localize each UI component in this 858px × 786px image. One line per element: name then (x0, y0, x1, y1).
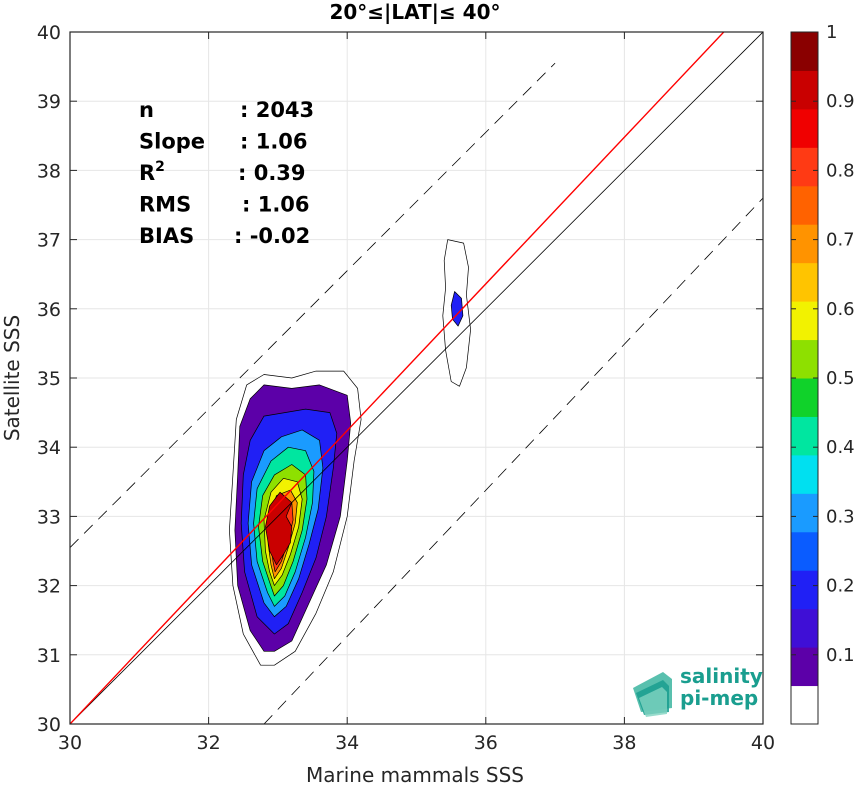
dashed_upper-line (70, 62, 556, 548)
colorbar-tick-label-3: 0.4 (826, 437, 855, 458)
y-axis-label: Satellite SSS (0, 315, 24, 441)
y-tick-label-8: 38 (37, 160, 61, 182)
y-tick-label-1: 31 (37, 645, 61, 667)
reference-lines (70, 32, 763, 724)
colorbar-segment-13 (791, 185, 818, 225)
colorbar-tick-label-7: 0.8 (826, 160, 855, 181)
colorbar-tick-label-8: 0.9 (826, 91, 855, 112)
dashed_lower-line (263, 197, 763, 724)
colorbar-segment-0 (791, 685, 818, 725)
stat-value-4: : -0.02 (234, 224, 310, 248)
colorbar-tick-label-9: 1 (826, 22, 837, 43)
stats-box: n : 2043 Slope : 1.06 R2 : 0.39 RMS : 1.06 BIAS:… (139, 98, 314, 248)
y-tick-label-9: 39 (37, 91, 61, 113)
colorbar-segment-5 (791, 493, 818, 533)
y-tick-label-7: 37 (37, 230, 61, 252)
x-tick-label-3: 36 (474, 732, 498, 754)
y-tick-label-5: 35 (37, 368, 61, 390)
colorbar-segment-9 (791, 339, 818, 379)
colorbar-segment-1 (791, 647, 818, 687)
y-tick-label-10: 40 (37, 22, 61, 44)
x-tick-label-1: 32 (197, 732, 221, 754)
stat-value-2: : 0.39 (238, 161, 306, 185)
colorbar-segment-7 (791, 416, 818, 456)
stat-label-2: R2 (139, 159, 165, 185)
stat-value-1: : 1.06 (240, 130, 308, 154)
colorbar-segment-3 (791, 570, 818, 610)
colorbar-segment-10 (791, 301, 818, 341)
stat-label-1: Slope (139, 130, 205, 154)
colorbar-tick-label-0: 0.1 (826, 645, 855, 666)
colorbar-segment-16 (791, 70, 818, 110)
colorbar-segment-12 (791, 224, 818, 264)
colorbar-segment-14 (791, 147, 818, 187)
stat-label-3: RMS (139, 193, 191, 217)
colorbar-segment-17 (791, 32, 818, 71)
x-tick-label-0: 30 (58, 732, 82, 754)
stat-label-0: n (139, 98, 154, 122)
y-tick-label-0: 30 (37, 714, 61, 736)
logo-line1: salinity (680, 664, 763, 688)
identity-line (70, 32, 763, 724)
logo-mark-icon (633, 672, 672, 717)
colorbar-segment-2 (791, 608, 818, 648)
density-contours (229, 239, 471, 666)
y-tick-label-2: 32 (37, 576, 61, 598)
y-tick-label-3: 33 (37, 506, 61, 528)
y-tick-label-6: 36 (37, 299, 61, 321)
logo: salinity pi-mep (633, 664, 763, 717)
colorbar-tick-label-4: 0.5 (826, 368, 855, 389)
stat-label-4: BIAS (139, 224, 194, 248)
colorbar-tick-label-6: 0.7 (826, 230, 855, 251)
x-tick-label-2: 34 (335, 732, 359, 754)
colorbar-tick-label-2: 0.3 (826, 506, 855, 527)
colorbar-tick-label-1: 0.2 (826, 576, 855, 597)
chart-title: 20°≤|LAT|≤ 40° (329, 0, 500, 24)
colorbar-segment-8 (791, 378, 818, 417)
stat-value-3: : 1.06 (242, 193, 310, 217)
x-tick-label-5: 40 (751, 732, 775, 754)
colorbar-tick-label-5: 0.6 (826, 299, 855, 320)
logo-line2: pi-mep (680, 686, 758, 710)
colorbar-segment-4 (791, 531, 818, 571)
x-tick-label-4: 38 (612, 732, 636, 754)
colorbar-segment-6 (791, 454, 818, 494)
axis-ticks: 30 32 34 36 38 40 30 31 32 33 34 35 36 37 38 39 40 (37, 22, 775, 754)
colorbar-segment-11 (791, 262, 818, 302)
colorbar: 0.1 0.2 0.3 0.4 0.5 0.6 0.7 0.8 0.9 1 (790, 22, 855, 725)
y-tick-label-4: 34 (37, 437, 61, 459)
regression-line (70, 32, 725, 724)
stat-value-0: : 2043 (240, 98, 314, 122)
x-axis-label: Marine mammals SSS (306, 763, 524, 786)
colorbar-segment-15 (791, 108, 818, 148)
